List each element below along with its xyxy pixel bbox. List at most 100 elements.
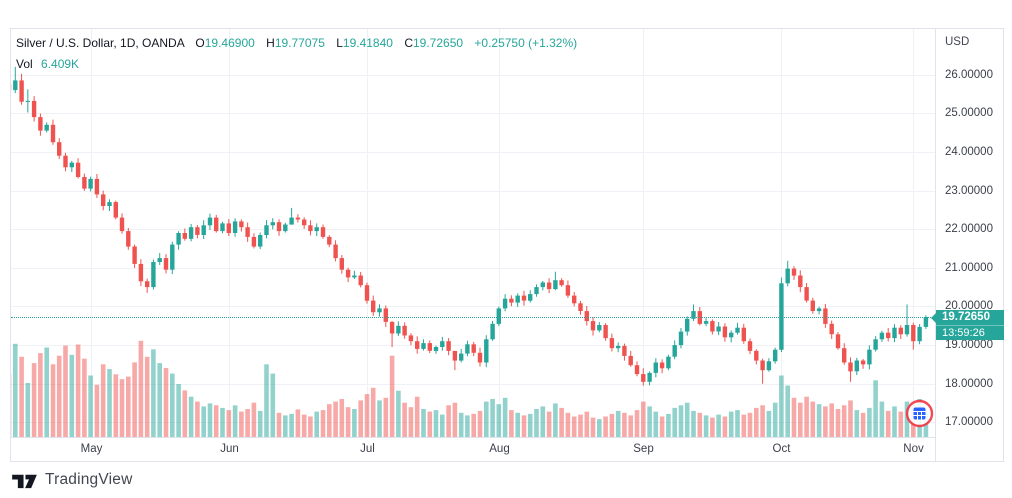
candle-body <box>848 362 853 372</box>
volume-bar <box>766 410 772 437</box>
candle-body <box>597 325 602 331</box>
candle-body <box>94 178 100 195</box>
price-tick-label: 18.00000 <box>945 377 993 390</box>
price-tick-label: 25.00000 <box>945 107 993 120</box>
volume-bar <box>747 412 753 437</box>
volume-bar <box>232 405 238 437</box>
candle-body <box>641 374 646 382</box>
candle-body <box>879 332 885 340</box>
candle-body <box>835 334 841 349</box>
candle-body <box>258 235 263 247</box>
candle-body <box>145 281 150 288</box>
volume-bar <box>471 413 476 437</box>
candle-body <box>659 362 665 369</box>
candle-body <box>201 225 206 235</box>
volume-bar <box>201 406 206 437</box>
volume-bar <box>659 416 665 437</box>
last-price-marker: 19.72650 13:59:26 <box>931 310 1004 340</box>
candle-body <box>182 233 187 239</box>
candle-body <box>496 308 501 324</box>
open-label: O <box>195 36 205 50</box>
candle-body <box>270 222 275 226</box>
candle-body <box>251 236 257 247</box>
candle-body <box>710 321 715 332</box>
volume-bar <box>207 403 213 437</box>
price-axis[interactable]: USD 26.00000 25.00000 24.00000 23.00000 22.0… <box>931 29 1004 461</box>
candle-body <box>157 258 162 262</box>
volume-bar <box>816 404 822 437</box>
volume-bar <box>264 364 269 437</box>
volume-bar <box>25 382 31 437</box>
volume-bar <box>163 368 169 437</box>
volume-legend-row[interactable]: Vol 6.409K <box>16 54 577 74</box>
volume-bar <box>283 415 288 437</box>
candle-body <box>289 217 294 225</box>
candle-body <box>276 222 282 232</box>
volume-bar <box>590 417 596 437</box>
candle-body <box>333 244 338 259</box>
volume-bar <box>867 407 872 437</box>
close-value: 19.72650 <box>412 36 464 50</box>
volume-bar <box>421 409 426 437</box>
volume-bar <box>571 416 577 437</box>
candle-body <box>339 258 344 270</box>
candlestick-chart <box>11 29 935 437</box>
candle-body <box>528 294 533 301</box>
candle-body <box>609 338 615 349</box>
economic-event-icon[interactable] <box>905 399 934 433</box>
month-label-may: May <box>80 443 103 455</box>
volume-bar <box>213 405 219 437</box>
price-tick-label: 19.00000 <box>945 339 993 352</box>
candle-body <box>559 280 564 286</box>
volume-bar <box>710 417 715 437</box>
volume-bar <box>176 384 181 437</box>
tradingview-attribution[interactable]: TradingView <box>12 468 133 492</box>
currency-label: USD <box>945 36 970 48</box>
volume-bar <box>879 401 885 437</box>
volume-bar <box>383 397 389 437</box>
volume-bar <box>107 369 112 437</box>
candle-body <box>427 343 432 351</box>
candle-body <box>622 345 627 356</box>
candle-body <box>867 349 872 365</box>
candle-body <box>195 227 200 235</box>
candle-body <box>766 361 772 371</box>
volume-bar <box>257 410 263 437</box>
candle-body <box>798 275 803 288</box>
candle-body <box>126 231 131 247</box>
candle-body <box>666 356 671 369</box>
chart-widget: Silver / U.S. Dollar, 1D, OANDA O19.4690… <box>10 28 1004 462</box>
volume-bar <box>885 410 891 437</box>
volume-bar <box>823 406 828 437</box>
volume-bar <box>119 379 125 437</box>
volume-bar <box>69 354 75 437</box>
candle-body <box>785 268 790 284</box>
candle-body <box>854 360 859 372</box>
low-value: 19.41840 <box>342 36 393 50</box>
volume-bar <box>835 409 841 437</box>
volume-bar <box>810 401 816 437</box>
time-axis[interactable]: May Jun Jul Aug Sep Oct Nov <box>11 437 1003 461</box>
symbol-legend-row[interactable]: Silver / U.S. Dollar, 1D, OANDA O19.4690… <box>16 33 577 53</box>
volume-bar <box>534 409 539 437</box>
volume-bar <box>19 356 24 437</box>
change-value: +0.25750 <box>474 36 525 50</box>
candle-body <box>716 326 721 332</box>
chart-pane[interactable]: Silver / U.S. Dollar, 1D, OANDA O19.4690… <box>11 29 935 437</box>
candle-body <box>722 326 728 338</box>
current-price-line <box>11 317 935 318</box>
candle-body <box>69 162 74 168</box>
candle-body <box>810 300 815 311</box>
change-percent: (+1.32%) <box>528 36 578 50</box>
volume-bar <box>226 410 232 437</box>
month-label-aug: Aug <box>489 443 510 455</box>
volume-bar <box>641 401 646 437</box>
volume-bar <box>540 406 546 437</box>
candle-body <box>402 325 407 336</box>
candle-body <box>314 227 319 232</box>
volume-bar <box>509 410 514 437</box>
volume-bar <box>728 411 734 437</box>
candle-body <box>741 327 746 342</box>
volume-bar <box>220 407 225 437</box>
candle-body <box>320 227 326 237</box>
